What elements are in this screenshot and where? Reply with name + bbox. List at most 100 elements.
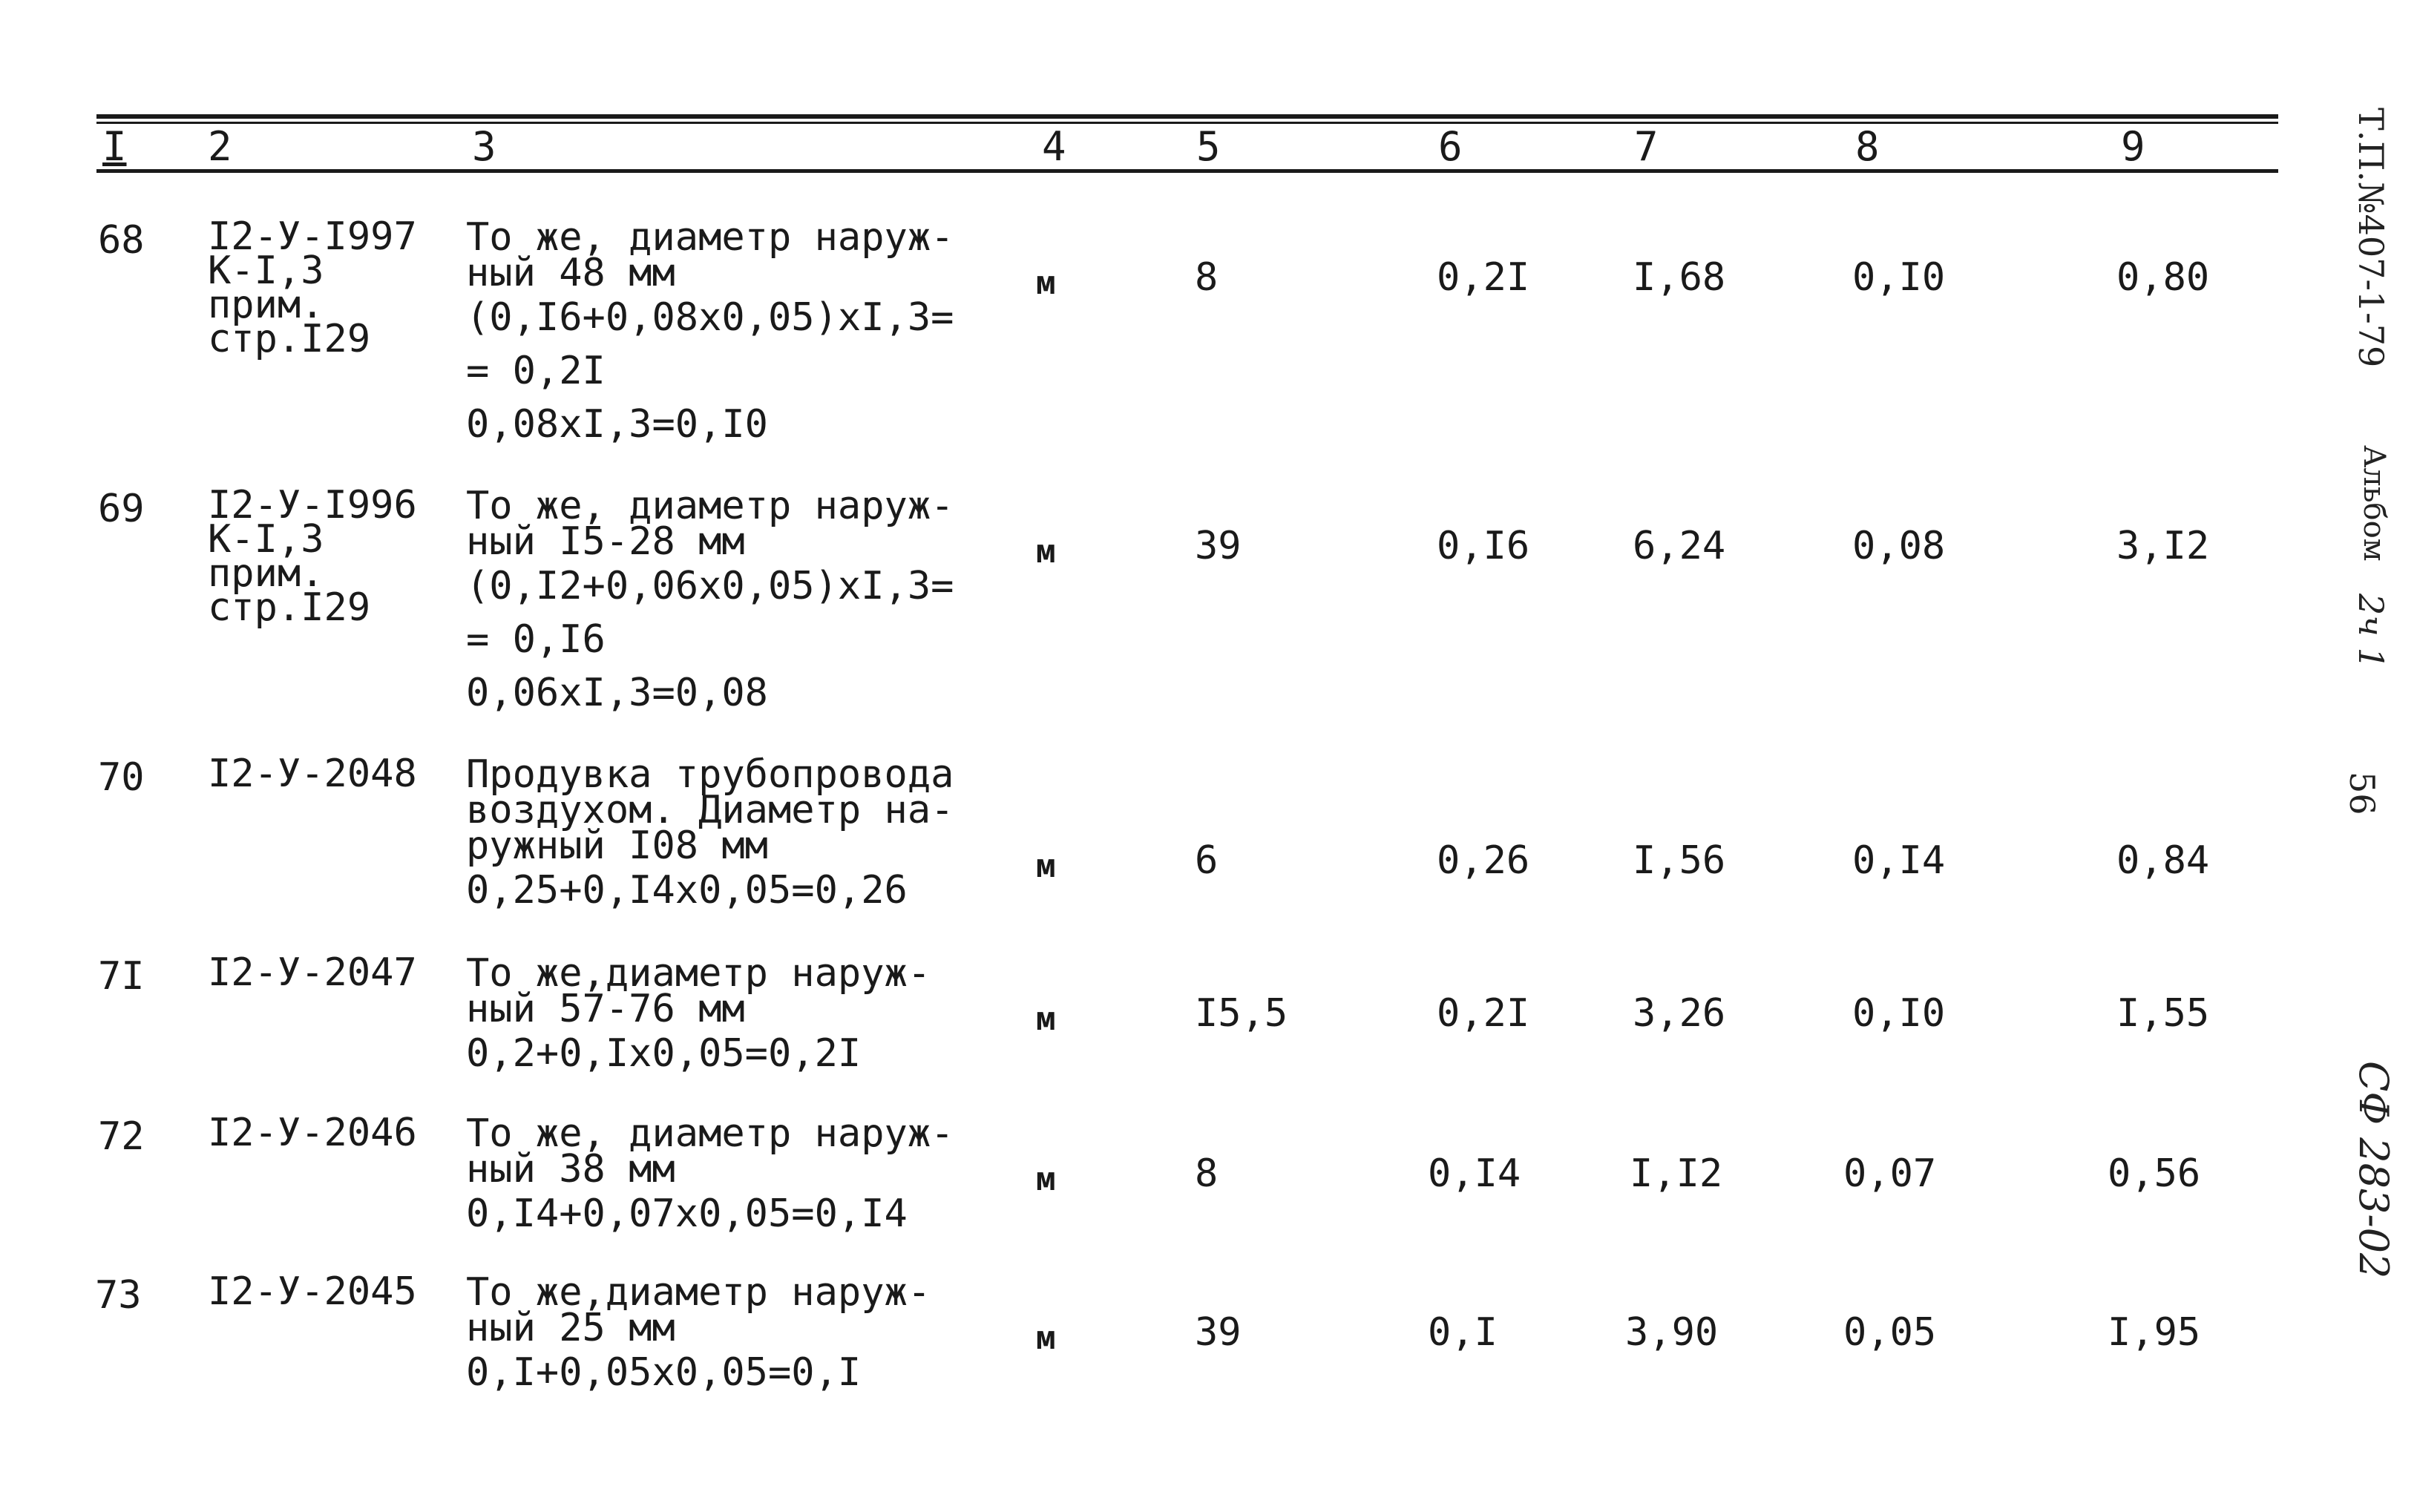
col-7-value: I,56	[1633, 838, 1726, 883]
col-6-value: 0,I	[1428, 1310, 1498, 1355]
code-line: стр.I29	[208, 585, 371, 630]
row-number: 68	[98, 218, 145, 263]
work-description: То же, диаметр наруж- ный 48 мм (0,I6+0,…	[466, 215, 971, 451]
code-line: I2-У-I996	[208, 483, 417, 527]
code-line: I2-У-2048	[208, 752, 417, 796]
col-9-value: 0,80	[2116, 255, 2210, 300]
col-6-value: 0,2I	[1437, 255, 1530, 300]
code-line: прим.	[208, 551, 324, 596]
unit: м	[1036, 847, 1056, 885]
description-line: ный 57-76 мм	[466, 987, 745, 1031]
row-number: 7I	[98, 954, 145, 999]
description-line: ный 25 мм	[466, 1306, 675, 1350]
col-6-value: 0,I4	[1428, 1151, 1521, 1196]
calculation-line: (0,I2+0,06х0,05)хI,3=	[466, 564, 954, 608]
col-header-2: 2	[208, 123, 232, 170]
col-header-8: 8	[1855, 123, 1880, 170]
col-header-7: 7	[1634, 123, 1659, 170]
col-9-value: 0,56	[2108, 1151, 2201, 1196]
col-7-value: 3,90	[1625, 1310, 1719, 1355]
code-line: I2-У-2047	[208, 950, 417, 995]
col-7-value: 6,24	[1633, 524, 1726, 568]
quantity: 39	[1195, 1310, 1242, 1355]
code-line: прим.	[208, 283, 324, 327]
norm-code: I2-У-I997 К-I,3 прим. стр.I29	[208, 214, 417, 361]
col-header-3: 3	[472, 123, 496, 170]
description-line: воздухом. Диаметр на-	[466, 788, 954, 832]
quantity: 39	[1195, 524, 1242, 568]
description-line: ружный I08 мм	[466, 824, 768, 868]
quantity: I5,5	[1195, 991, 1288, 1036]
top-rule-thick	[96, 114, 2278, 119]
calculation-line: 0,25+0,I4х0,05=0,26	[466, 868, 908, 913]
quantity: 8	[1195, 1151, 1219, 1196]
description-line: То же,диаметр наруж-	[466, 1270, 931, 1315]
row-number: 70	[98, 755, 145, 800]
norm-code: I2-У-2047	[208, 950, 417, 995]
unit: м	[1036, 264, 1056, 302]
norm-code: I2-У-2048	[208, 752, 417, 796]
calculation-line: 0,I4+0,07х0,05=0,I4	[466, 1191, 908, 1236]
norm-code: I2-У-2046	[208, 1111, 417, 1155]
code-line: I2-У-2046	[208, 1111, 417, 1155]
col-8-value: 0,05	[1843, 1310, 1937, 1355]
col-8-value: 0,I4	[1852, 838, 1946, 883]
col-header-1: I	[102, 123, 127, 170]
code-line: К-I,3	[208, 249, 324, 293]
work-description: То же, диаметр наруж- ный 38 мм 0,I4+0,0…	[466, 1111, 971, 1240]
col-8-value: 0,07	[1843, 1151, 1937, 1196]
calculation-line: (0,I6+0,08х0,05)хI,3=	[466, 295, 954, 340]
code-line: I2-У-2045	[208, 1269, 417, 1314]
work-description: Продувка трубопровода воздухом. Диаметр …	[466, 755, 971, 917]
col-6-value: 0,I6	[1437, 524, 1530, 568]
album-part: 2ч 1	[2351, 594, 2391, 669]
calculation-line: 0,2+0,Iх0,05=0,2I	[466, 1031, 862, 1076]
top-rule-thin	[96, 122, 2278, 124]
col-header-6: 6	[1438, 123, 1463, 170]
col-9-value: 0,84	[2116, 838, 2210, 883]
description-line: То же,диаметр наруж-	[466, 951, 931, 996]
description-line: ный I5-28 мм	[466, 519, 745, 564]
norm-code: I2-У-2045	[208, 1269, 417, 1314]
code-line: стр.I29	[208, 317, 371, 361]
unit: м	[1036, 1319, 1056, 1357]
col-8-value: 0,I0	[1852, 255, 1946, 300]
calculation-line: 0,08хI,3=0,I0	[466, 402, 768, 447]
norm-code: I2-У-I996 К-I,3 прим. стр.I29	[208, 483, 417, 630]
code-line: К-I,3	[208, 517, 324, 562]
calculation-line: = 0,2I	[466, 349, 606, 393]
description-line: То же, диаметр наруж-	[466, 1111, 954, 1156]
description-line: То же, диаметр наруж-	[466, 215, 954, 260]
album-label: Альбом	[2357, 445, 2391, 562]
unit: м	[1036, 533, 1056, 571]
row-number: 69	[98, 487, 145, 531]
col-9-value: I,95	[2108, 1310, 2201, 1355]
col-9-value: 3,I2	[2116, 524, 2210, 568]
col-9-value: I,55	[2116, 991, 2210, 1036]
row-number: 72	[98, 1114, 145, 1159]
quantity: 6	[1195, 838, 1219, 883]
description-line: ный 38 мм	[466, 1147, 675, 1191]
col-7-value: I,I2	[1630, 1151, 1723, 1196]
col-8-value: 0,08	[1852, 524, 1946, 568]
code-line: I2-У-I997	[208, 214, 417, 259]
calculation-line: = 0,I6	[466, 617, 606, 662]
col-7-value: I,68	[1633, 255, 1726, 300]
work-description: То же,диаметр наруж- ный 25 мм 0,I+0,05х…	[466, 1270, 971, 1399]
col-6-value: 0,2I	[1437, 991, 1530, 1036]
calculation-line: 0,I+0,05х0,05=0,I	[466, 1350, 862, 1395]
row-number: 73	[95, 1273, 142, 1318]
work-description: То же, диаметр наруж- ный I5-28 мм (0,I2…	[466, 484, 971, 720]
header-rule	[96, 169, 2278, 173]
quantity: 8	[1195, 255, 1219, 300]
work-description: То же,диаметр наруж- ный 57-76 мм 0,2+0,…	[466, 951, 971, 1080]
description-line: То же, диаметр наруж-	[466, 484, 954, 528]
sheet-code: СФ 283-02	[2350, 1061, 2397, 1279]
col-8-value: 0,I0	[1852, 991, 1946, 1036]
calculation-line: 0,06хI,3=0,08	[466, 671, 768, 715]
col-header-9: 9	[2121, 123, 2145, 170]
unit: м	[1036, 1000, 1056, 1038]
unit: м	[1036, 1160, 1056, 1198]
col-7-value: 3,26	[1633, 991, 1726, 1036]
